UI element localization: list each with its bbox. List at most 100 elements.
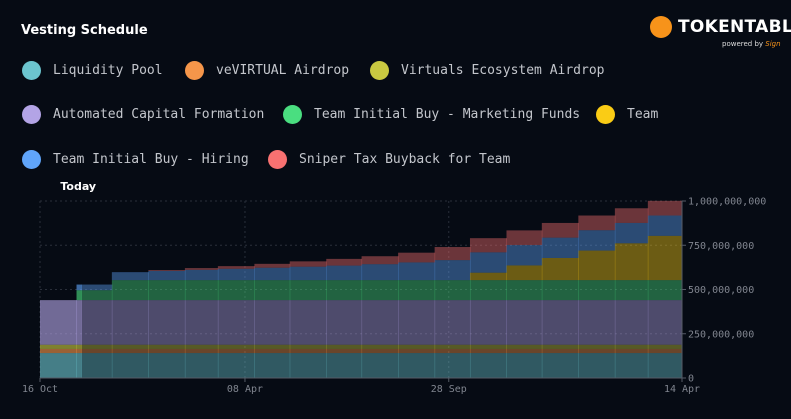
area-step — [184, 280, 219, 301]
area-step — [76, 300, 82, 345]
y-tick-label: 250,000,000 — [688, 329, 754, 340]
legend-item[interactable]: Virtuals Ecosystem Airdrop — [370, 60, 605, 80]
area-step — [76, 290, 82, 301]
logo-text: TOKENTABLE — [678, 17, 791, 37]
area-step — [148, 344, 186, 349]
legend-label: Team Initial Buy - Hiring — [53, 151, 249, 167]
area-step — [469, 348, 507, 354]
legend-item[interactable]: Team Initial Buy - Marketing Funds — [283, 104, 580, 124]
area-step — [289, 266, 327, 281]
area-step — [541, 237, 579, 258]
area-step — [217, 268, 255, 281]
area-step — [76, 348, 82, 354]
area-step — [469, 238, 507, 253]
area-step — [541, 222, 579, 238]
legend-swatch — [268, 149, 287, 169]
area-step — [289, 300, 327, 345]
area-step — [217, 300, 255, 345]
area-step — [614, 300, 649, 345]
area-step — [76, 284, 82, 291]
area-step — [326, 258, 363, 266]
area-step — [541, 348, 579, 354]
area-step — [254, 300, 291, 345]
area-step — [148, 270, 186, 271]
area-step — [647, 300, 683, 345]
area-step — [254, 344, 291, 349]
area-step — [578, 230, 616, 251]
area-step — [469, 280, 507, 301]
area-step — [578, 300, 616, 345]
legend-item[interactable]: Team — [596, 104, 658, 124]
area-step — [398, 252, 436, 263]
area-step — [217, 348, 255, 354]
area-step — [506, 265, 543, 281]
area-step — [184, 268, 219, 270]
area-step — [81, 300, 113, 345]
legend-item[interactable]: Sniper Tax Buyback for Team — [268, 149, 510, 169]
area-step — [148, 348, 186, 354]
area-step — [184, 344, 219, 349]
area-step — [76, 344, 82, 349]
area-step — [184, 348, 219, 354]
area-step — [148, 280, 186, 301]
area-step — [326, 300, 363, 345]
area-step — [361, 344, 399, 349]
tokentable-logo: TOKENTABLE powered by Sign — [650, 16, 791, 52]
area-step — [434, 344, 471, 349]
area-step — [326, 265, 363, 281]
area-step — [434, 300, 471, 345]
area-step — [469, 252, 507, 273]
area-step — [398, 353, 436, 378]
area-step — [254, 353, 291, 378]
powered-by-text: powered by — [722, 40, 764, 48]
area-step — [398, 300, 436, 345]
area-step — [81, 284, 113, 291]
area-step — [40, 344, 78, 349]
x-tick-label: 14 Apr — [664, 384, 700, 395]
legend-label: Automated Capital Formation — [53, 106, 265, 122]
legend-swatch — [370, 60, 389, 80]
y-tick-label: 750,000,000 — [688, 241, 754, 252]
area-step — [469, 272, 507, 281]
area-step — [578, 215, 616, 231]
area-step — [184, 300, 219, 345]
area-step — [217, 344, 255, 349]
area-step — [647, 348, 683, 354]
area-step — [289, 344, 327, 349]
area-step — [111, 272, 149, 281]
area-step — [111, 353, 149, 378]
area-step — [647, 353, 683, 378]
area-step — [148, 353, 186, 378]
area-step — [469, 300, 507, 345]
area-step — [111, 300, 149, 345]
legend-item[interactable]: Automated Capital Formation — [22, 104, 264, 124]
area-step — [578, 280, 616, 301]
area-step — [614, 280, 649, 301]
area-step — [217, 353, 255, 378]
area-step — [506, 300, 543, 345]
x-tick-label: 16 Oct — [22, 384, 58, 395]
area-step — [578, 353, 616, 378]
area-step — [326, 344, 363, 349]
area-step — [254, 263, 291, 268]
area-step — [148, 300, 186, 345]
area-step — [434, 353, 471, 378]
area-step — [184, 353, 219, 378]
area-step — [326, 280, 363, 301]
x-tick-label: 08 Apr — [227, 384, 263, 395]
area-step — [614, 243, 649, 281]
area-step — [289, 348, 327, 354]
area-step — [614, 208, 649, 223]
area-step — [434, 247, 471, 261]
area-step — [434, 348, 471, 354]
legend-item[interactable]: veVIRTUAL Airdrop — [185, 60, 349, 80]
area-step — [326, 348, 363, 354]
legend-item[interactable]: Liquidity Pool — [22, 60, 163, 80]
legend-swatch — [22, 60, 41, 80]
area-step — [184, 269, 219, 281]
area-step — [647, 344, 683, 349]
legend-swatch — [185, 60, 204, 80]
area-step — [506, 280, 543, 301]
area-step — [326, 353, 363, 378]
legend-item[interactable]: Team Initial Buy - Hiring — [22, 149, 249, 169]
